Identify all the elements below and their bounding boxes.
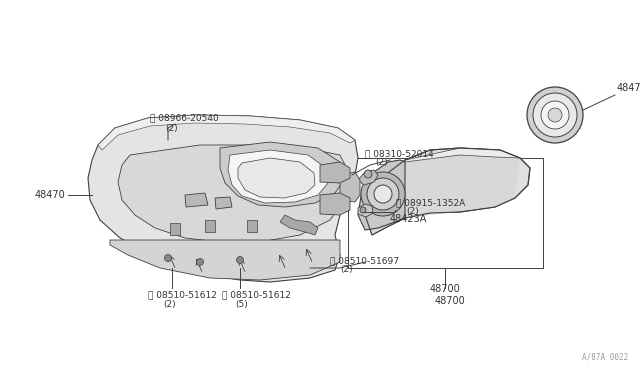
Text: Ⓜ 08510-51612: Ⓜ 08510-51612 (148, 290, 217, 299)
Circle shape (548, 108, 562, 122)
Text: Ⓜ 08510-51612: Ⓜ 08510-51612 (222, 290, 291, 299)
Polygon shape (110, 240, 340, 280)
Circle shape (364, 170, 372, 178)
Text: (2): (2) (340, 265, 353, 274)
Text: (5): (5) (235, 300, 248, 309)
Circle shape (374, 185, 392, 203)
Polygon shape (405, 148, 520, 162)
Polygon shape (118, 145, 350, 242)
Text: Ⓜ 08510-51697: Ⓜ 08510-51697 (330, 256, 399, 265)
Text: 48700: 48700 (430, 284, 461, 294)
Text: (2): (2) (163, 300, 175, 309)
Text: A/87A 0022: A/87A 0022 (582, 353, 628, 362)
Circle shape (367, 178, 399, 210)
Text: (2): (2) (406, 207, 419, 216)
Polygon shape (228, 150, 328, 203)
Circle shape (164, 254, 172, 262)
Text: Ⓦ 08915-1352A: Ⓦ 08915-1352A (396, 198, 465, 207)
Circle shape (533, 93, 577, 137)
Polygon shape (170, 223, 180, 235)
Circle shape (237, 257, 243, 263)
Polygon shape (280, 215, 318, 235)
Polygon shape (220, 142, 345, 207)
Polygon shape (358, 204, 373, 217)
Polygon shape (185, 193, 208, 207)
Text: Ⓜ 08310-52014: Ⓜ 08310-52014 (365, 149, 434, 158)
Text: Ⓝ 08966-20540: Ⓝ 08966-20540 (150, 113, 219, 122)
Polygon shape (365, 150, 520, 235)
Circle shape (527, 87, 583, 143)
Polygon shape (320, 162, 350, 183)
Polygon shape (88, 115, 358, 282)
Polygon shape (238, 158, 315, 198)
Polygon shape (358, 160, 405, 230)
Circle shape (541, 101, 569, 129)
Polygon shape (365, 148, 530, 235)
Polygon shape (358, 170, 378, 185)
Polygon shape (98, 115, 355, 150)
Circle shape (361, 172, 405, 216)
Text: (2): (2) (375, 158, 388, 167)
Text: 48700: 48700 (435, 296, 466, 306)
Circle shape (196, 259, 204, 266)
Text: (2): (2) (165, 124, 178, 133)
Polygon shape (247, 220, 257, 232)
Polygon shape (215, 197, 232, 209)
Text: 48423A: 48423A (390, 214, 428, 224)
Circle shape (360, 207, 366, 213)
Bar (348, 158, 543, 268)
Polygon shape (320, 193, 350, 215)
Polygon shape (205, 220, 215, 232)
Text: 48470: 48470 (35, 190, 65, 200)
Polygon shape (340, 172, 360, 202)
Text: 48474: 48474 (617, 83, 640, 93)
